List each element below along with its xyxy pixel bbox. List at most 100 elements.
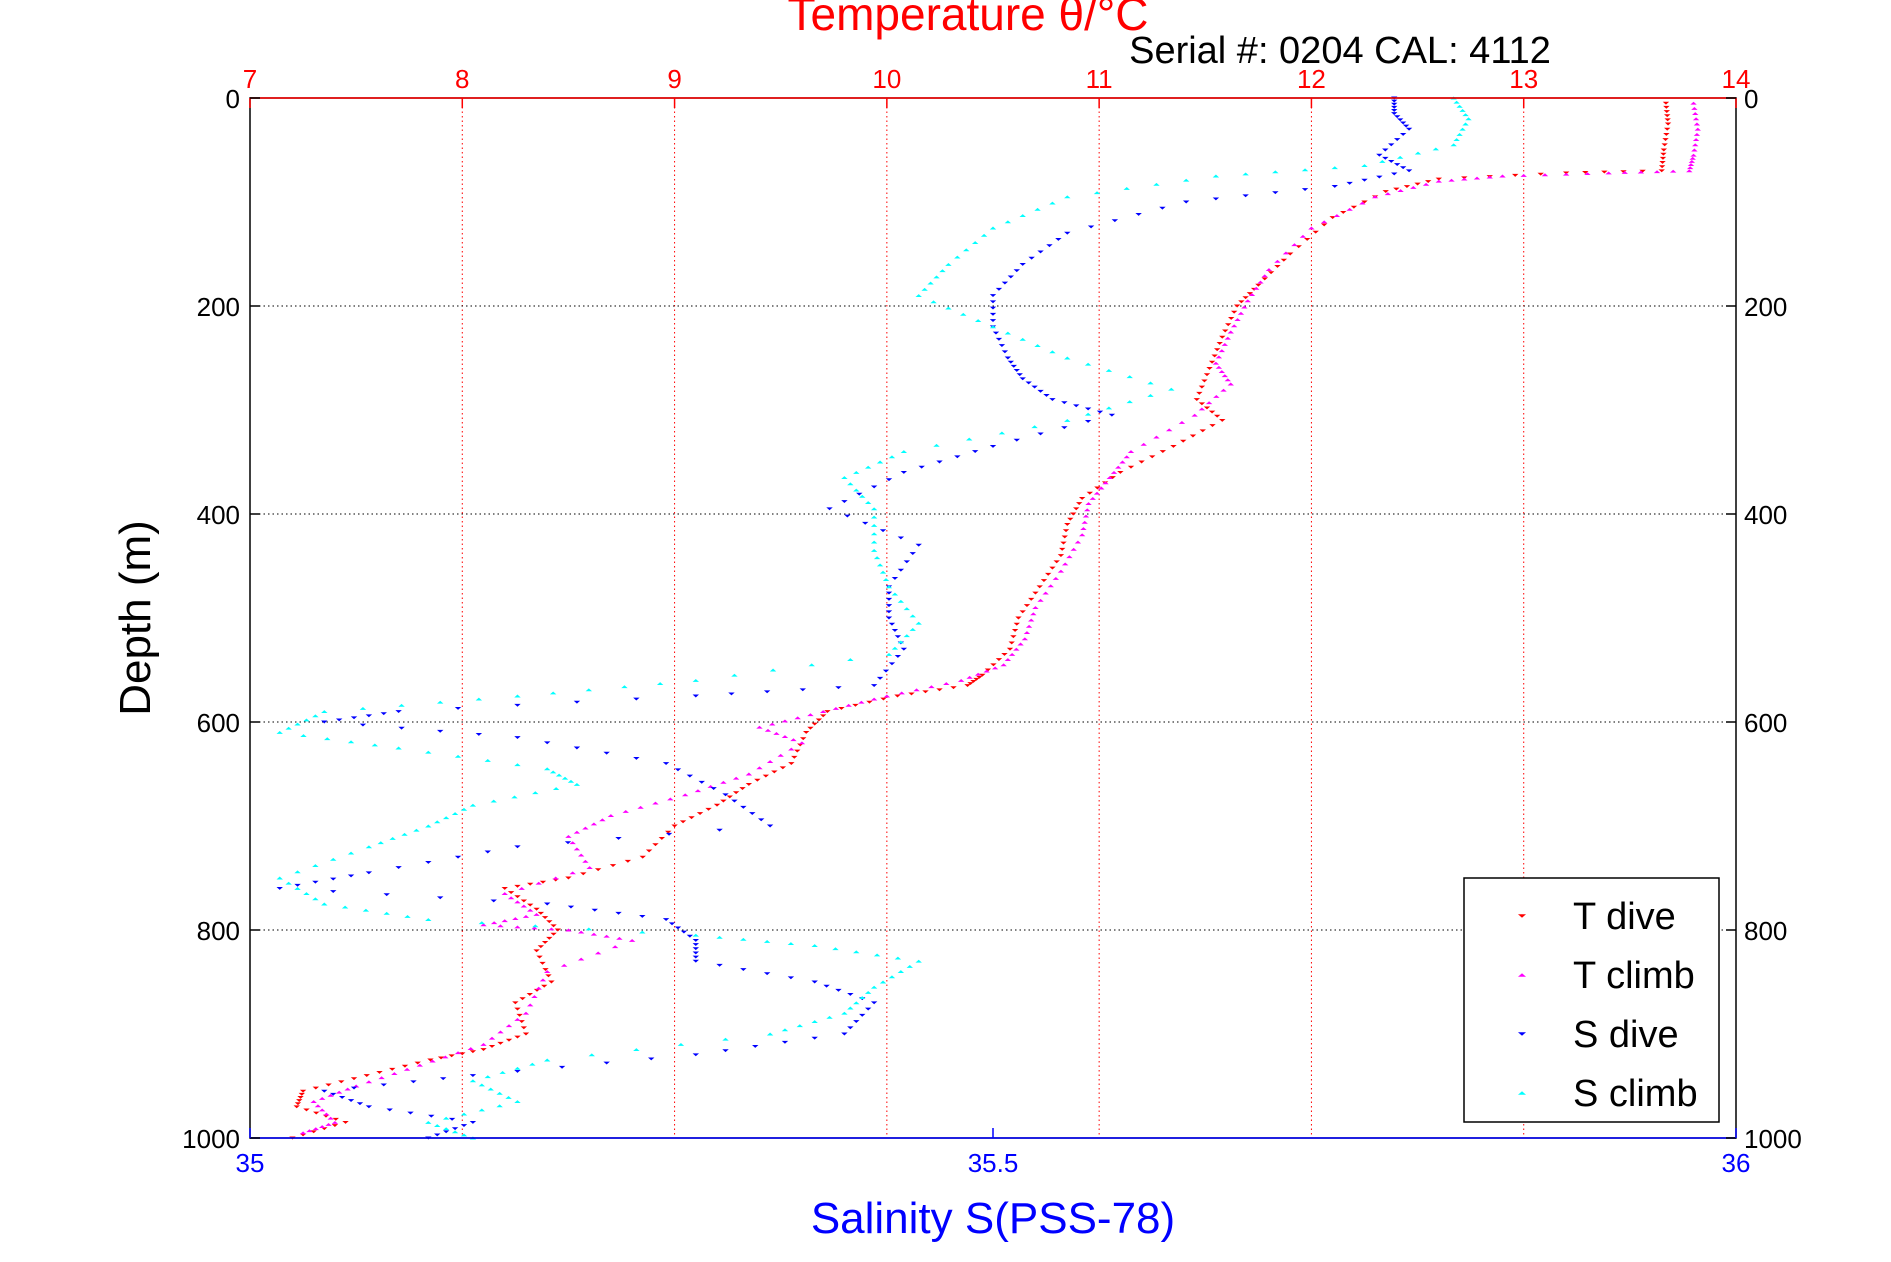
data-point [900, 450, 908, 454]
data-point [779, 766, 787, 770]
data-point [811, 944, 818, 948]
data-point [1221, 343, 1229, 346]
depth-tick-label-left: 0 [226, 84, 240, 114]
data-point [1212, 174, 1220, 178]
legend: T dive T climb S dive S climb [1463, 877, 1720, 1123]
data-point [546, 936, 553, 940]
temperature-tick-label: 13 [1509, 64, 1538, 94]
data-point [514, 900, 521, 904]
data-point [454, 1051, 462, 1055]
data-point [815, 718, 823, 722]
data-point [1000, 663, 1007, 667]
data-point [484, 850, 491, 854]
data-point [823, 984, 830, 988]
data-point [677, 1042, 685, 1046]
data-point [841, 1032, 848, 1036]
data-point [1013, 369, 1020, 372]
data-point [327, 1116, 334, 1120]
data-point [1028, 618, 1035, 622]
data-point [1206, 366, 1213, 370]
data-point [722, 793, 729, 797]
data-point [469, 1120, 477, 1124]
data-point [1031, 425, 1038, 429]
data-point [652, 843, 659, 847]
data-point [321, 902, 328, 906]
data-point [966, 437, 973, 441]
data-point [989, 306, 997, 310]
data-point [665, 830, 672, 834]
data-point [377, 841, 384, 845]
data-point [469, 803, 477, 807]
data-point [980, 233, 988, 237]
data-point [565, 834, 572, 838]
data-point [552, 876, 559, 880]
data-point [514, 1035, 521, 1039]
data-point [607, 814, 615, 818]
series-t-climb [299, 101, 1701, 1135]
data-point [1399, 121, 1407, 125]
data-point [469, 1074, 477, 1078]
data-point [362, 908, 370, 912]
data-point [434, 1133, 441, 1137]
data-point [573, 746, 581, 750]
data-point [1520, 173, 1527, 177]
data-point [1605, 171, 1612, 175]
depth-tick-label-right: 600 [1744, 708, 1787, 738]
data-point [945, 306, 952, 310]
data-point [558, 1065, 566, 1069]
data-point [1238, 300, 1245, 304]
data-point [915, 543, 922, 547]
data-point [989, 226, 997, 230]
data-point [1456, 104, 1463, 108]
data-point [1227, 317, 1235, 320]
data-point [1085, 502, 1092, 506]
data-point [1064, 356, 1071, 360]
data-point [532, 924, 539, 928]
data-point [1073, 404, 1080, 408]
data-point [1227, 330, 1234, 334]
temperature-tick-label: 10 [872, 64, 901, 94]
data-point [478, 921, 486, 925]
data-point [873, 556, 881, 560]
data-point [658, 837, 666, 840]
data-point [1486, 175, 1493, 179]
data-point [1663, 110, 1670, 113]
data-point [1391, 105, 1398, 109]
data-point [1274, 265, 1281, 268]
data-point [1261, 277, 1268, 281]
data-point [903, 607, 911, 611]
data-point [1037, 598, 1044, 602]
data-point [1198, 385, 1206, 389]
depth-tick-label-left: 1000 [182, 1124, 240, 1154]
data-point [469, 1079, 477, 1083]
data-point [633, 1048, 640, 1052]
data-point [1241, 305, 1248, 309]
data-point [300, 734, 307, 737]
data-point [428, 1114, 435, 1118]
data-point [681, 793, 689, 797]
data-point [1393, 138, 1401, 142]
data-point [312, 880, 319, 884]
data-point [1361, 164, 1368, 168]
data-point [454, 855, 462, 859]
data-point [913, 688, 920, 692]
data-point [324, 737, 331, 741]
data-point [686, 934, 694, 938]
data-point [573, 830, 581, 834]
data-point [460, 1112, 468, 1116]
data-point [802, 730, 810, 734]
data-point [811, 722, 818, 726]
data-point [332, 1117, 339, 1121]
depth-tick-label-right: 0 [1744, 84, 1758, 114]
data-point [716, 935, 723, 939]
data-point [514, 694, 521, 698]
data-point [429, 1059, 436, 1063]
data-point [716, 963, 723, 967]
data-point [819, 710, 827, 714]
data-point [1008, 652, 1016, 656]
data-point [740, 968, 747, 971]
data-point [847, 1026, 854, 1030]
data-point [1660, 148, 1668, 152]
data-point [342, 1120, 349, 1124]
data-point [442, 1127, 450, 1131]
